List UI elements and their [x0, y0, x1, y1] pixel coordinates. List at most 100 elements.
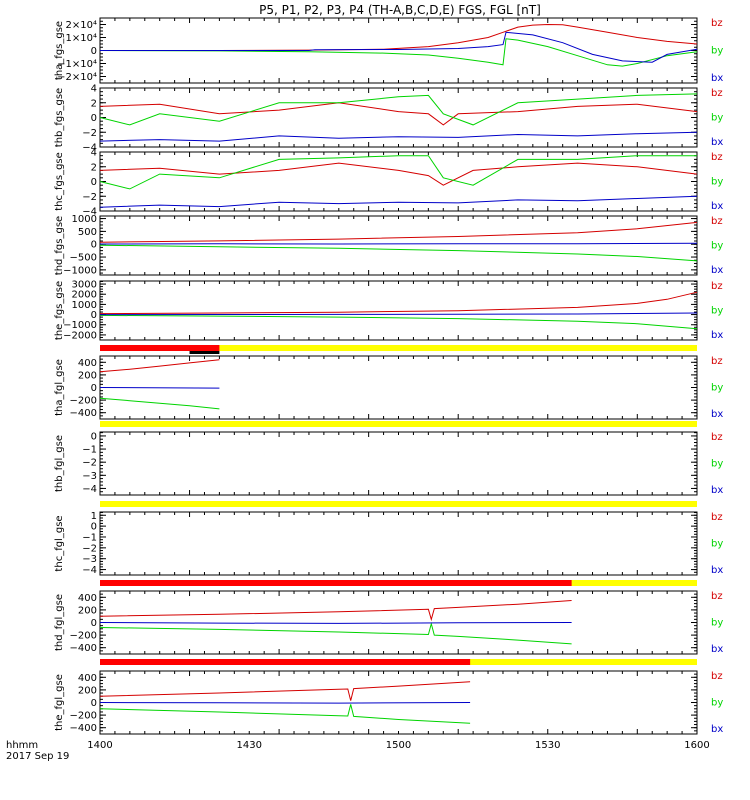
legend-bx: bx	[711, 265, 723, 276]
y-tick-label: −200	[70, 711, 97, 722]
y-tick-label: −400	[70, 408, 97, 419]
y-tick-label: 0	[91, 522, 97, 533]
series-line-bz	[99, 359, 220, 373]
y-tick-label: 200	[78, 370, 97, 381]
series-line-bz	[99, 162, 698, 186]
y-tick-label: −1	[82, 445, 97, 456]
series-line-bz	[99, 600, 572, 622]
y-tick-label: 2	[91, 98, 97, 109]
legend-by: by	[711, 177, 723, 188]
legend-by: by	[711, 698, 723, 709]
y-tick-label: −200	[70, 631, 97, 642]
series-line-bz	[100, 23, 698, 51]
y-tick-label: −2	[82, 128, 97, 139]
panel-frame	[99, 280, 698, 341]
x-tick-label: 1430	[237, 740, 262, 751]
y-axis-label: the_fgl_gse	[54, 674, 65, 731]
flag-bar-2	[100, 421, 697, 427]
flag-bar-3	[100, 501, 697, 507]
y-tick-label: −400	[70, 643, 97, 654]
y-tick-label: −2	[82, 458, 97, 469]
x-tick-label: 1500	[386, 740, 411, 751]
y-tick-label: 200	[78, 605, 97, 616]
y-axis-label: the_fgs_gse	[54, 281, 65, 340]
series-line-by	[99, 397, 220, 410]
panel-frame	[99, 511, 698, 576]
legend-by: by	[711, 113, 723, 124]
panel-2: 4 2 0 −2 −4 thb_fgs_gse bz by bx	[54, 84, 723, 154]
y-tick-label: −4	[82, 207, 97, 218]
flag-red-segment	[100, 345, 220, 351]
legend-by: by	[711, 241, 723, 252]
series-line-by	[99, 93, 698, 126]
y-tick-label: 1000	[72, 300, 97, 311]
y-tick-label: 0	[91, 618, 97, 629]
legend-by: by	[711, 618, 723, 629]
series-line-bx	[99, 195, 698, 208]
y-tick-label: −3	[82, 471, 97, 482]
panel-frame	[99, 431, 698, 496]
y-axis-label: thd_fgs_gse	[54, 216, 65, 275]
y-tick-label: 0	[91, 310, 97, 321]
panel-frame	[99, 215, 698, 276]
y-tick-label: 3000	[72, 280, 97, 291]
series-line-bx	[99, 622, 572, 624]
legend-bx: bx	[711, 565, 723, 576]
y-tick-label: 4	[91, 148, 97, 159]
legend-by: by	[711, 459, 723, 470]
series-line-bx	[99, 242, 698, 245]
y-tick-label: 2000	[72, 290, 97, 301]
y-tick-label: 1	[91, 511, 97, 522]
y-tick-label: −4	[82, 143, 97, 154]
legend-bx: bx	[711, 485, 723, 496]
y-tick-label: 0	[91, 698, 97, 709]
legend-bz: bz	[711, 432, 723, 443]
y-tick-label: −400	[70, 723, 97, 734]
y-axis-label: tha_fgl_gse	[54, 359, 65, 416]
legend-bx: bx	[711, 73, 723, 84]
y-axis-label: tha_fgs_gse	[54, 21, 65, 80]
legend-bx: bx	[711, 409, 723, 420]
y-tick-label: −500	[70, 253, 97, 264]
legend-bz: bz	[711, 591, 723, 602]
y-tick-label: 0	[91, 46, 97, 57]
y-tick-label: −2000	[63, 330, 97, 341]
series-line-bx	[100, 31, 698, 63]
y-tick-label: 0	[91, 431, 97, 442]
legend-bz: bz	[711, 281, 723, 292]
y-tick-label: −1000	[63, 265, 97, 276]
flag-yellow-segment	[100, 345, 697, 351]
panel-7: 0 −1 −2 −3 −4 thb_fgl_gse bz by bx	[54, 431, 723, 496]
y-tick-label: 2×10⁴	[66, 20, 97, 31]
flag-bar-4	[100, 580, 697, 586]
x-tick-label: 1600	[684, 740, 709, 751]
y-axis-label: thb_fgl_gse	[54, 435, 65, 492]
legend-by: by	[711, 383, 723, 394]
y-tick-label: −200	[70, 396, 97, 407]
y-tick-label: 1000	[72, 214, 97, 225]
y-tick-label: −2	[82, 192, 97, 203]
legend-bx: bx	[711, 330, 723, 341]
y-axis-label: thb_fgs_gse	[54, 88, 65, 147]
y-tick-label: 0	[91, 240, 97, 251]
series-line-bx	[99, 312, 698, 316]
y-tick-label: −1000	[63, 320, 97, 331]
y-axis-label: thc_fgl_gse	[54, 515, 65, 571]
y-tick-label: −3	[82, 554, 97, 565]
y-tick-label: −1×10⁴	[57, 59, 97, 70]
y-tick-label: −4	[82, 484, 97, 495]
y-tick-label: 500	[78, 227, 97, 238]
flag-yellow-segment	[100, 501, 697, 507]
legend-bz: bz	[711, 88, 723, 99]
series-line-bz	[99, 681, 471, 701]
x-tick-label: 1530	[535, 740, 560, 751]
y-tick-label: −1	[82, 532, 97, 543]
series-line-by	[99, 155, 697, 190]
flag-bar-1	[100, 345, 697, 354]
series-line-by	[99, 244, 698, 262]
